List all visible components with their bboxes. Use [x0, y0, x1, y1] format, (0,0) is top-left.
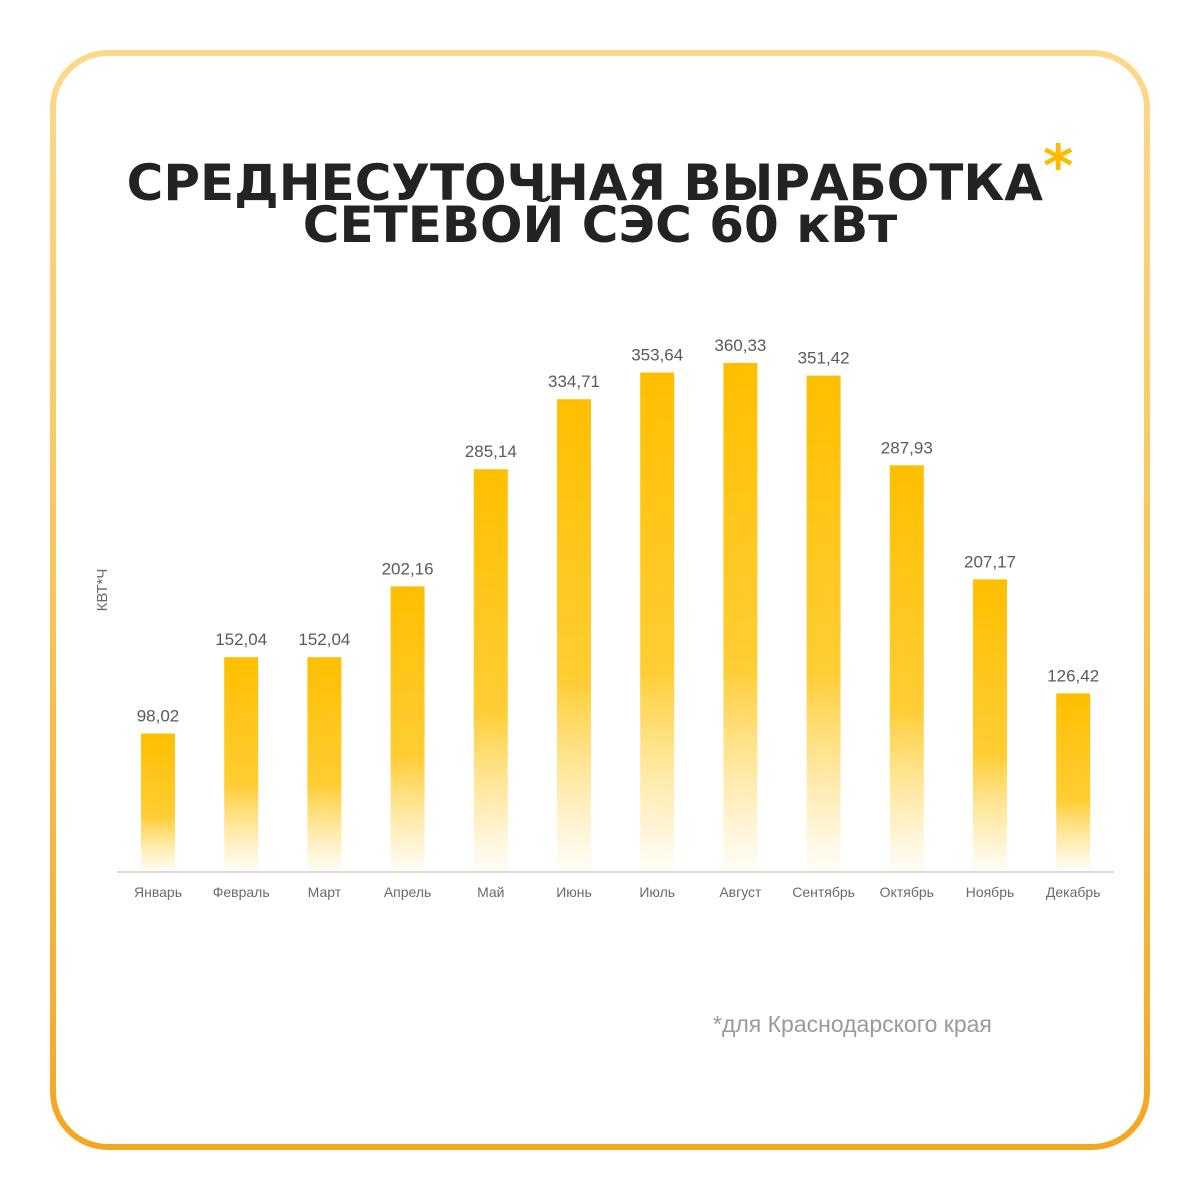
card-frame: [50, 50, 1150, 1150]
x-tick-label: Август: [719, 884, 762, 900]
x-tick-label: Апрель: [384, 884, 432, 900]
title-text-2: СЕТЕВОЙ СЭС 60 кВт: [302, 196, 898, 254]
bar-7: [640, 372, 675, 872]
bar-1: [141, 733, 175, 872]
bar-value-label: 287,93: [881, 438, 933, 457]
bar-12: [1056, 693, 1091, 872]
x-tick-label: Октябрь: [880, 884, 934, 900]
bar-6: [557, 399, 591, 872]
bar-11: [973, 579, 1007, 872]
x-tick-labels-group: Январь Февраль Март Апрель Май Июнь Июль Август…: [134, 884, 1100, 900]
bar-2: [224, 657, 259, 872]
x-tick-label: Ноябрь: [966, 884, 1015, 900]
y-axis-label: КВТ*Ч: [94, 569, 111, 612]
footnote: *для Краснодарского края: [713, 1011, 992, 1037]
x-tick-label: Июль: [639, 884, 675, 900]
title-text-1: СРЕДНЕСУТОЧНАЯ ВЫРАБОТКА: [126, 154, 1043, 212]
value-labels-group: 98,02 152,04 152,04 202,16 285,14 334,71 353,6…: [137, 336, 1099, 726]
x-tick-label: Декабрь: [1046, 884, 1101, 900]
chart-title-line-2: СЕТЕВОЙ СЭС 60 кВт: [0, 200, 1200, 250]
bars-group: [141, 363, 1091, 872]
x-tick-label: Июнь: [556, 884, 592, 900]
bar-value-label: 98,02: [137, 707, 180, 726]
bar-3: [307, 657, 342, 872]
bar-value-label: 360,33: [714, 336, 766, 355]
bar-value-label: 285,14: [465, 442, 517, 461]
bar-value-label: 353,64: [631, 346, 683, 365]
bar-4: [390, 586, 425, 872]
bar-value-label: 351,42: [798, 349, 850, 368]
bar-value-label: 207,17: [964, 552, 1016, 571]
title-asterisk: *: [1042, 132, 1074, 200]
x-tick-label: Май: [477, 884, 504, 900]
bar-value-label: 152,04: [215, 630, 267, 649]
x-tick-label: Январь: [134, 884, 182, 900]
card-body: [56, 56, 1144, 1144]
bar-value-label: 152,04: [298, 630, 350, 649]
bar-5: [473, 469, 508, 872]
bar-8: [723, 363, 758, 872]
bar-value-label: 202,16: [382, 559, 434, 578]
x-tick-label: Март: [308, 884, 342, 900]
x-tick-label: Февраль: [213, 884, 270, 900]
bar-value-label: 126,42: [1047, 666, 1099, 685]
x-tick-label: Сентябрь: [792, 884, 855, 900]
bar-10: [889, 465, 924, 872]
bar-9: [806, 375, 841, 872]
chart-title-line-1: СРЕДНЕСУТОЧНАЯ ВЫРАБОТКА*: [0, 137, 1200, 208]
bar-value-label: 334,71: [548, 372, 600, 391]
